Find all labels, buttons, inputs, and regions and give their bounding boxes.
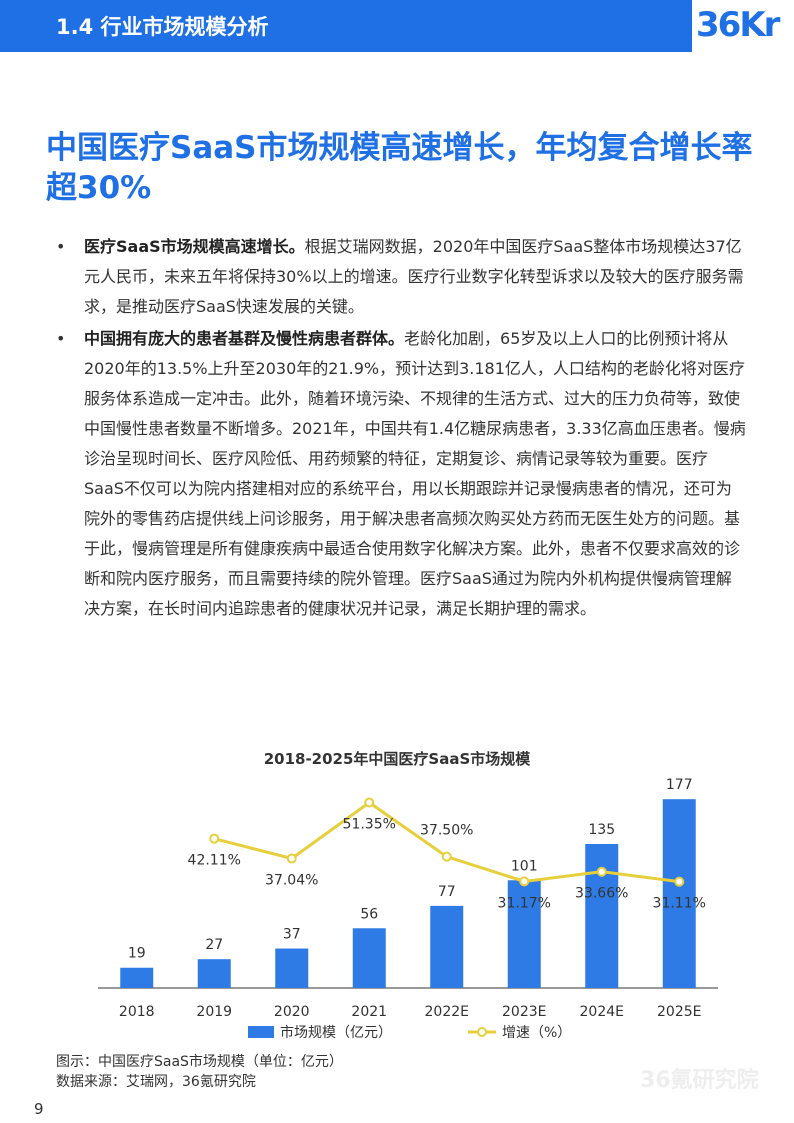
x-tick-2021: 2021 bbox=[351, 1004, 387, 1020]
bullet-body-text: 根据艾瑞网数据，2020年中国医疗SaaS整体市场规模达37亿元人民币，未来五年… bbox=[84, 237, 744, 316]
bar-label-2023E: 101 bbox=[511, 858, 538, 874]
bullet-body-text: 老龄化加剧，65岁及以上人口的比例预计将从2020年的13.5%上升至2030年… bbox=[84, 329, 746, 618]
chart-legend: 市场规模（亿元） 增速（%） bbox=[248, 1024, 571, 1041]
brand-logo-text: 36Kr bbox=[696, 5, 780, 45]
bar-label-2025E: 177 bbox=[666, 777, 693, 793]
growth-value-labels: 42.11% 37.04% 51.35% 37.50% 31.17% 33.66% 31.1… bbox=[188, 817, 706, 912]
legend-bar-swatch bbox=[248, 1026, 274, 1038]
bar-2024E bbox=[585, 844, 619, 988]
figure-caption-title: 图示：中国医疗SaaS市场规模（单位：亿元） bbox=[56, 1054, 343, 1070]
figure-caption-source: 数据来源：艾瑞网，36氪研究院 bbox=[56, 1074, 256, 1090]
bar-2020 bbox=[275, 948, 309, 988]
bar-2021 bbox=[352, 928, 386, 988]
growth-label-2022E: 37.50% bbox=[420, 823, 473, 839]
bullet-list: • 医疗SaaS市场规模高速增长。根据艾瑞网数据，2020年中国医疗SaaS整体… bbox=[56, 232, 746, 626]
growth-label-2024E: 33.66% bbox=[575, 886, 628, 902]
x-tick-2019: 2019 bbox=[196, 1004, 232, 1020]
page-number: 9 bbox=[34, 1100, 44, 1118]
growth-label-2019: 42.11% bbox=[188, 853, 241, 869]
bar-label-2024E: 135 bbox=[588, 822, 615, 838]
growth-point-2025E bbox=[674, 876, 685, 887]
bar-label-2022E: 77 bbox=[438, 884, 456, 900]
x-tick-2023E: 2023E bbox=[502, 1004, 546, 1020]
x-tick-2022E: 2022E bbox=[425, 1004, 469, 1020]
bar-2019 bbox=[197, 959, 231, 988]
bar-label-2020: 37 bbox=[283, 927, 301, 943]
bullet-dot-icon: • bbox=[56, 329, 66, 348]
bar-2023E bbox=[507, 880, 541, 988]
x-tick-2020: 2020 bbox=[274, 1004, 310, 1020]
bullet-item-market-growth: • 医疗SaaS市场规模高速增长。根据艾瑞网数据，2020年中国医疗SaaS整体… bbox=[56, 232, 746, 322]
legend-line-marker bbox=[477, 1027, 487, 1037]
figure-caption: 图示：中国医疗SaaS市场规模（单位：亿元） 数据来源：艾瑞网，36氪研究院 bbox=[56, 1052, 343, 1092]
x-axis-tick-labels: 2018 2019 2020 2021 2022E 2023E 2024E 2025E bbox=[119, 1004, 702, 1020]
x-tick-2025E: 2025E bbox=[657, 1004, 701, 1020]
bar-2025E bbox=[662, 799, 696, 988]
bullet-dot-icon: • bbox=[56, 237, 66, 256]
brand-logo: 36Kr bbox=[692, 0, 794, 52]
growth-point-2024E bbox=[596, 866, 607, 877]
bar-label-2019: 27 bbox=[205, 937, 223, 953]
growth-label-2025E: 31.11% bbox=[653, 896, 706, 912]
growth-point-2020 bbox=[286, 853, 297, 864]
growth-point-2021 bbox=[364, 797, 375, 808]
growth-point-2023E bbox=[519, 876, 530, 887]
growth-point-2022E bbox=[441, 851, 452, 862]
market-size-chart: 19 27 37 56 77 101 135 177 42.11% 37.04% 51.35% 37… bbox=[98, 777, 718, 1041]
x-tick-2018: 2018 bbox=[119, 1004, 155, 1020]
watermark: 36氪研究院 bbox=[640, 1068, 759, 1093]
growth-point-2019 bbox=[209, 833, 220, 844]
growth-label-2020: 37.04% bbox=[265, 872, 318, 888]
bar-label-2018: 19 bbox=[128, 946, 146, 962]
bar-2018 bbox=[120, 967, 154, 988]
growth-label-2023E: 31.17% bbox=[498, 895, 551, 911]
section-title: 1.4 行业市场规模分析 bbox=[56, 15, 269, 39]
chart-title: 2018-2025年中国医疗SaaS市场规模 bbox=[263, 750, 531, 768]
growth-line-series bbox=[209, 797, 685, 887]
header-bar bbox=[0, 0, 794, 52]
legend-line-label: 增速（%） bbox=[502, 1025, 571, 1041]
bar-label-2021: 56 bbox=[360, 906, 378, 922]
growth-label-2021: 51.35% bbox=[343, 817, 396, 833]
bar-value-labels: 19 27 37 56 77 101 135 177 bbox=[128, 777, 693, 962]
legend-bar-label: 市场规模（亿元） bbox=[280, 1024, 392, 1041]
page-headline: 中国医疗SaaS市场规模高速增长，年均复合增长率超30% bbox=[46, 130, 753, 206]
bullet-lead-text: 中国拥有庞大的患者基群及慢性病患者群体。 bbox=[84, 329, 405, 348]
x-tick-2024E: 2024E bbox=[580, 1004, 624, 1020]
bullet-lead-text: 医疗SaaS市场规模高速增长。 bbox=[84, 237, 305, 256]
bar-series bbox=[120, 799, 696, 988]
bar-2022E bbox=[430, 905, 464, 988]
bullet-item-patient-base: • 中国拥有庞大的患者基群及慢性病患者群体。老龄化加剧，65岁及以上人口的比例预… bbox=[56, 324, 746, 624]
